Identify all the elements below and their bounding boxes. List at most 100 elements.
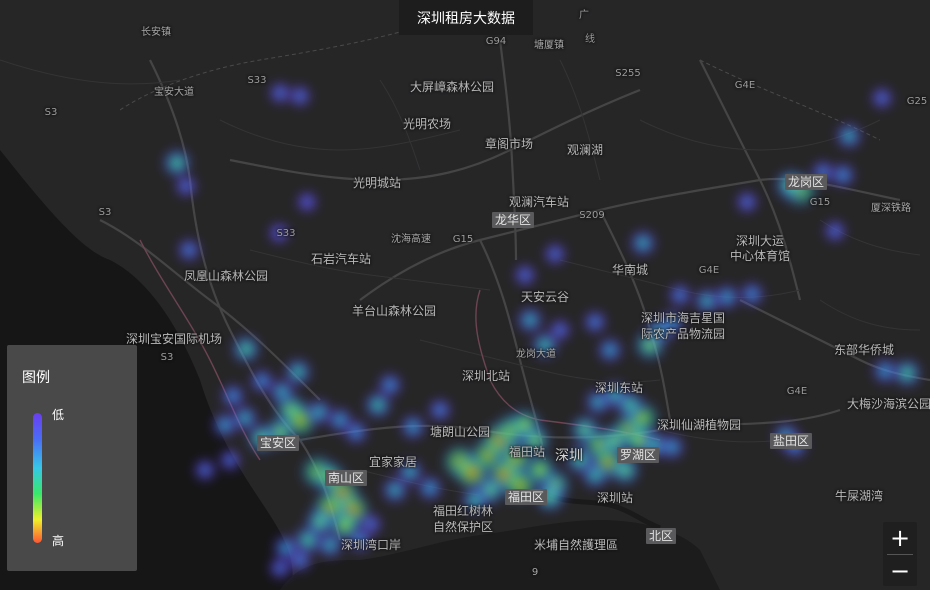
map-label: 深圳北站 bbox=[461, 369, 511, 383]
heat-point bbox=[266, 220, 292, 246]
heat-point bbox=[216, 446, 244, 474]
map-label: 福田红树林 bbox=[432, 504, 494, 518]
heat-point bbox=[581, 308, 609, 336]
map-label: 9 bbox=[531, 567, 539, 578]
map-label: 牛屎湖湾 bbox=[834, 489, 884, 503]
heat-point bbox=[532, 479, 568, 515]
heat-point bbox=[666, 281, 694, 309]
map-label: 羊台山森林公园 bbox=[351, 304, 437, 318]
map-label: 沈海高速 bbox=[391, 234, 431, 245]
map-label: G4E bbox=[734, 80, 756, 91]
heat-point bbox=[828, 160, 858, 190]
legend-gradient-bar bbox=[33, 413, 42, 543]
map-label: S209 bbox=[579, 210, 605, 221]
map-label: 罗湖区 bbox=[616, 447, 660, 463]
map-label: 龙岗大道 bbox=[516, 349, 556, 360]
map-label: 中心体育馆 bbox=[729, 249, 791, 263]
map-label: 深圳湾口岸 bbox=[340, 538, 402, 552]
map-label: 宝安区 bbox=[256, 435, 300, 451]
heat-point bbox=[415, 473, 445, 503]
zoom-divider bbox=[887, 554, 913, 555]
map-label: 观澜湖 bbox=[566, 143, 604, 157]
map-label: 深圳宝安国际机场 bbox=[125, 332, 223, 346]
legend-panel: 图例 低 高 bbox=[7, 345, 137, 571]
map-label: 大屏嶂森林公园 bbox=[409, 80, 495, 94]
map-label: 大梅沙海滨公园 bbox=[846, 397, 930, 411]
map-label: 光明城站 bbox=[352, 176, 402, 190]
district-boundary bbox=[119, 19, 881, 141]
map-label: 深圳大运 bbox=[735, 234, 785, 248]
map-label: S3 bbox=[160, 352, 174, 363]
map-label: S3 bbox=[44, 107, 58, 118]
map-label: 福田站 bbox=[508, 445, 546, 459]
map-label: 线 bbox=[585, 34, 595, 45]
map-label: G25 bbox=[906, 96, 928, 107]
map-label: G4E bbox=[786, 386, 808, 397]
map-label: 广 bbox=[579, 10, 589, 21]
map-label: S33 bbox=[276, 228, 296, 239]
heat-point bbox=[657, 432, 687, 462]
heat-point bbox=[341, 417, 371, 447]
heat-point bbox=[613, 388, 647, 422]
zoom-control: + − bbox=[883, 522, 917, 586]
heat-point bbox=[314, 529, 346, 561]
heat-point bbox=[833, 120, 865, 152]
legend-high-label: 高 bbox=[52, 534, 65, 548]
heat-point bbox=[514, 304, 546, 336]
heat-point bbox=[595, 335, 625, 365]
map-label: S3 bbox=[98, 207, 112, 218]
map-label: G15 bbox=[809, 197, 831, 208]
heat-point bbox=[511, 261, 539, 289]
map-label: 塘厦镇 bbox=[534, 40, 564, 51]
heat-point bbox=[657, 308, 687, 338]
map-label: 华南城 bbox=[611, 263, 649, 277]
heat-point bbox=[627, 227, 659, 259]
heat-point bbox=[712, 282, 742, 312]
map-label: 际农产品物流园 bbox=[640, 327, 726, 341]
map-label: 深圳站 bbox=[596, 491, 634, 505]
heat-point bbox=[868, 84, 896, 112]
map-label: 塘朗山公园 bbox=[429, 425, 491, 439]
heat-point bbox=[294, 189, 320, 215]
map-label: S33 bbox=[247, 75, 267, 86]
heat-point bbox=[541, 240, 569, 268]
page-title: 深圳租房大数据 bbox=[399, 0, 533, 35]
heat-point bbox=[357, 510, 385, 538]
legend-low-label: 低 bbox=[52, 408, 65, 422]
bay-water bbox=[280, 520, 720, 590]
map-label: 观澜汽车站 bbox=[508, 195, 570, 209]
zoom-out-button[interactable]: − bbox=[889, 556, 911, 585]
heat-point bbox=[175, 236, 203, 264]
heat-point bbox=[426, 396, 454, 424]
map-label: 自然保护区 bbox=[432, 520, 494, 534]
heat-point bbox=[172, 172, 200, 200]
map-label: 北区 bbox=[645, 528, 677, 544]
map-label: 天安云谷 bbox=[520, 290, 570, 304]
map-label: G94 bbox=[485, 36, 507, 47]
map-label: 章阁市场 bbox=[484, 137, 534, 151]
map-label: 深圳 bbox=[555, 448, 583, 464]
heat-point bbox=[210, 410, 240, 440]
map-label: 福田区 bbox=[504, 489, 548, 505]
map-label: G15 bbox=[452, 234, 474, 245]
map-label: 宜家家居 bbox=[368, 455, 418, 469]
heat-point bbox=[546, 316, 574, 344]
zoom-in-button[interactable]: + bbox=[889, 523, 911, 552]
heat-point bbox=[229, 332, 263, 366]
heat-point bbox=[266, 79, 294, 107]
map-label: 石岩汽车站 bbox=[310, 252, 372, 266]
map-label: 龙岗区 bbox=[784, 174, 828, 190]
map-label: 长安镇 bbox=[141, 27, 171, 38]
map-label: G4E bbox=[698, 265, 720, 276]
heat-point bbox=[737, 279, 767, 309]
heat-point bbox=[375, 370, 405, 400]
heat-point bbox=[160, 146, 194, 180]
heat-point bbox=[890, 356, 924, 390]
map-label: 东部华侨城 bbox=[833, 343, 895, 357]
heat-point bbox=[286, 82, 314, 110]
map-label: 南山区 bbox=[324, 470, 368, 486]
map-label: 宝安大道 bbox=[154, 87, 194, 98]
